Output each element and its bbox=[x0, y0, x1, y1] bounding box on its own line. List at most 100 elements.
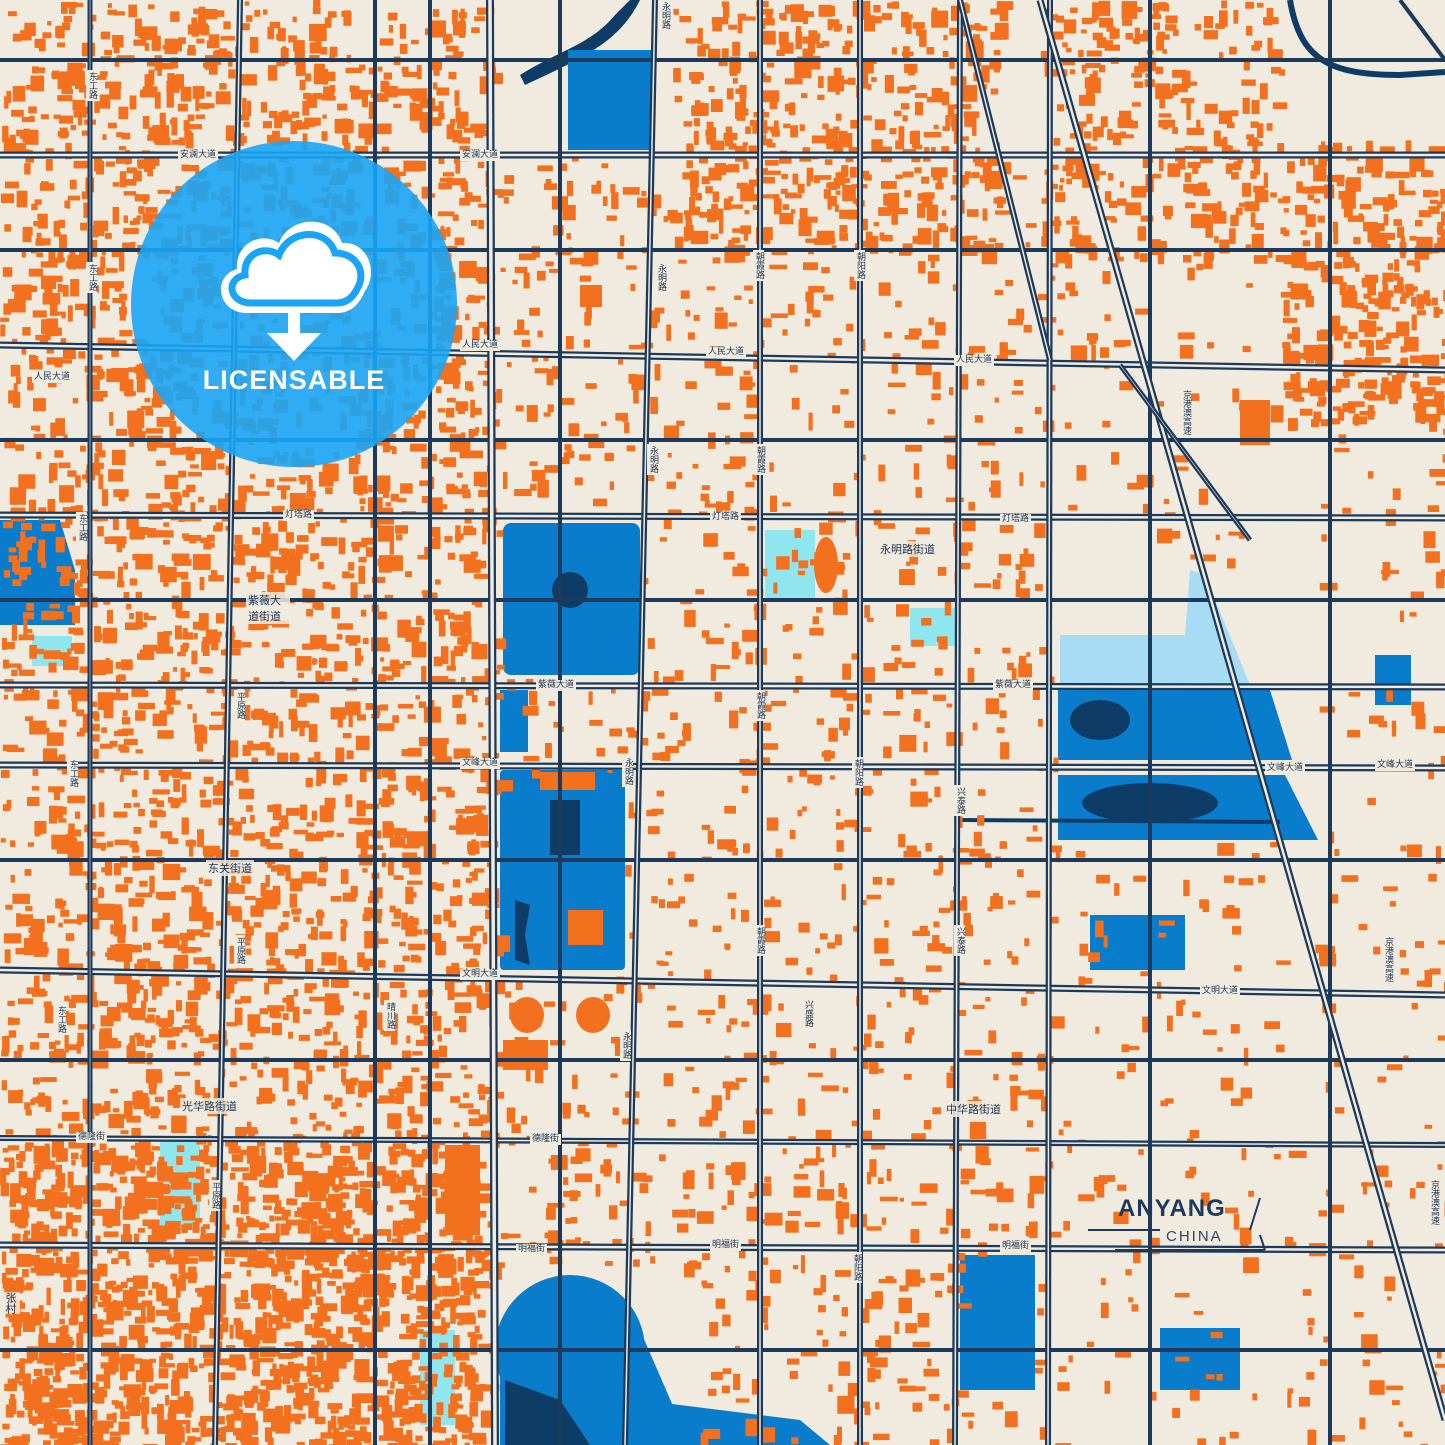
building bbox=[744, 636, 757, 642]
building bbox=[959, 29, 971, 37]
building bbox=[1336, 249, 1351, 258]
building bbox=[844, 819, 859, 828]
building bbox=[166, 702, 171, 710]
building bbox=[887, 409, 896, 415]
building bbox=[1267, 37, 1273, 52]
building bbox=[928, 254, 940, 262]
building bbox=[1434, 397, 1443, 407]
building bbox=[317, 1387, 330, 1393]
building bbox=[787, 192, 797, 198]
building bbox=[836, 840, 844, 852]
building bbox=[668, 1021, 683, 1028]
building bbox=[117, 1002, 133, 1009]
building bbox=[82, 576, 88, 584]
building bbox=[1313, 198, 1321, 204]
building bbox=[56, 1156, 65, 1162]
building bbox=[250, 1031, 256, 1037]
building bbox=[394, 88, 413, 96]
building bbox=[628, 729, 636, 738]
building bbox=[374, 908, 383, 917]
building bbox=[799, 208, 808, 219]
building bbox=[62, 285, 69, 297]
building bbox=[339, 1111, 347, 1117]
building bbox=[748, 299, 753, 304]
building bbox=[766, 12, 772, 18]
building bbox=[70, 868, 82, 873]
building bbox=[867, 84, 872, 91]
building bbox=[67, 829, 81, 837]
building bbox=[376, 915, 382, 924]
building bbox=[850, 119, 859, 129]
building bbox=[1436, 227, 1444, 233]
building bbox=[70, 279, 80, 297]
building bbox=[1405, 140, 1412, 157]
building bbox=[91, 1199, 101, 1207]
building bbox=[371, 576, 386, 583]
building bbox=[1440, 229, 1445, 243]
building bbox=[314, 1319, 320, 1332]
building bbox=[307, 1365, 324, 1373]
building bbox=[478, 1084, 485, 1091]
building bbox=[140, 860, 155, 870]
building bbox=[400, 483, 413, 494]
building bbox=[1292, 327, 1300, 344]
building bbox=[18, 634, 35, 641]
building bbox=[24, 869, 32, 876]
building bbox=[826, 182, 834, 189]
building bbox=[242, 919, 250, 929]
building bbox=[358, 655, 364, 662]
building bbox=[818, 76, 824, 88]
building bbox=[79, 85, 87, 93]
building bbox=[406, 416, 421, 424]
building bbox=[137, 985, 144, 990]
building bbox=[143, 612, 149, 620]
building bbox=[303, 1009, 312, 1015]
building bbox=[824, 159, 833, 165]
building bbox=[1296, 372, 1301, 386]
building bbox=[374, 1306, 380, 1316]
building bbox=[443, 457, 457, 467]
building bbox=[343, 1045, 348, 1052]
building bbox=[329, 584, 336, 590]
building bbox=[140, 1365, 146, 1371]
building bbox=[76, 1041, 81, 1054]
building bbox=[149, 875, 155, 894]
building bbox=[1345, 179, 1353, 195]
building bbox=[1096, 37, 1107, 48]
building bbox=[163, 1341, 173, 1348]
building bbox=[702, 1283, 714, 1289]
building bbox=[1199, 157, 1213, 164]
building bbox=[1177, 154, 1186, 170]
building bbox=[298, 475, 312, 481]
building bbox=[132, 789, 138, 797]
building bbox=[377, 1352, 388, 1358]
building bbox=[236, 559, 246, 566]
building bbox=[359, 1251, 375, 1257]
building bbox=[26, 1346, 39, 1361]
building bbox=[334, 1097, 343, 1107]
building bbox=[399, 941, 406, 947]
building bbox=[347, 1442, 352, 1445]
building bbox=[1057, 104, 1064, 112]
building bbox=[255, 832, 265, 839]
building bbox=[500, 267, 506, 272]
building bbox=[710, 140, 725, 151]
building bbox=[1096, 126, 1104, 138]
building bbox=[413, 1184, 421, 1193]
building bbox=[185, 132, 194, 149]
building bbox=[69, 70, 85, 86]
building bbox=[99, 886, 104, 894]
building bbox=[291, 111, 300, 118]
building bbox=[926, 798, 933, 803]
building bbox=[1339, 326, 1348, 334]
building bbox=[70, 124, 77, 131]
building bbox=[117, 580, 125, 588]
building bbox=[931, 10, 949, 28]
building bbox=[137, 1197, 143, 1203]
building bbox=[377, 723, 395, 731]
building bbox=[810, 55, 821, 70]
building bbox=[146, 493, 161, 499]
building bbox=[968, 346, 986, 353]
building bbox=[241, 872, 251, 884]
